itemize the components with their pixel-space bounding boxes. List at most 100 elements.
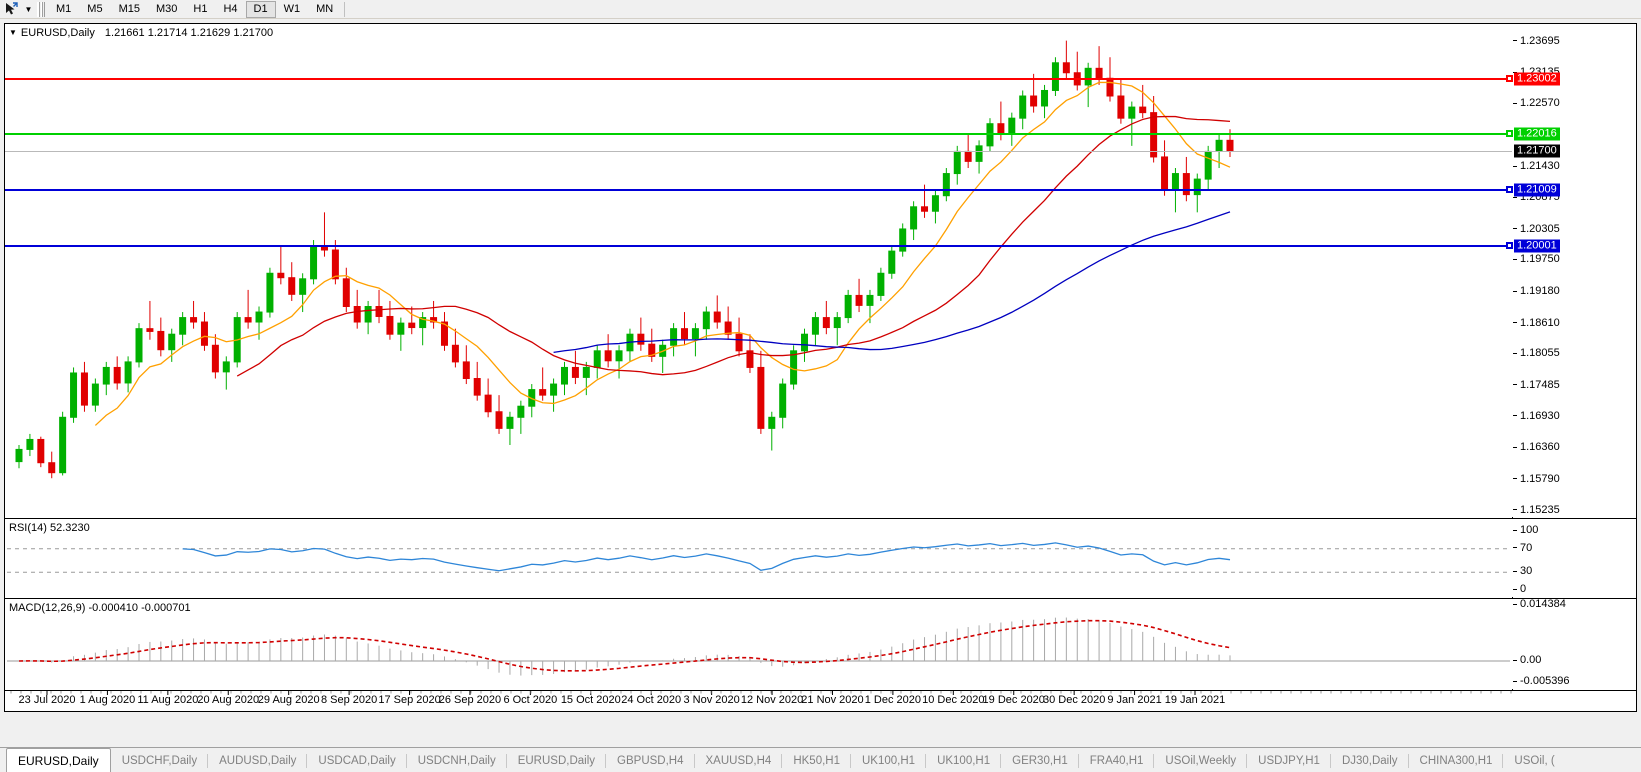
chart-tab[interactable]: CHINA300,H1 <box>1409 750 1504 772</box>
triangle-down-icon[interactable]: ▼ <box>9 28 17 37</box>
timeframe-m30[interactable]: M30 <box>155 3 178 15</box>
tab-divider <box>850 754 851 768</box>
chart-tab-label: USOil, ( <box>1514 755 1555 767</box>
chart-tab[interactable]: UK100,H1 <box>926 750 1002 772</box>
date-label: 19 Jan 2021 <box>1164 694 1226 706</box>
chart-tab[interactable]: USDCNH,Daily <box>407 750 507 772</box>
date-label: 17 Sep 2020 <box>378 694 441 706</box>
chart-tab[interactable]: GBPUSD,H4 <box>606 750 695 772</box>
macd-tick: 0.014384 <box>1513 598 1566 610</box>
date-label: 30 Dec 2020 <box>1042 694 1106 706</box>
price-tick: 1.22570 <box>1513 97 1560 109</box>
blue-level-2-tag: 1.20001 <box>1514 239 1560 253</box>
timeframe-mn[interactable]: MN <box>316 3 334 15</box>
timeframe-h1[interactable]: H1 <box>193 3 208 15</box>
main-toolbar: ▼ M1 M5 M15 M30 H1 H4 D1 W1 MN <box>0 0 1641 19</box>
line-handle[interactable] <box>1506 241 1513 249</box>
chart-tab-label: AUDUSD,Daily <box>219 755 297 767</box>
tab-divider <box>925 754 927 768</box>
date-label: 3 Nov 2020 <box>683 694 740 706</box>
timeframe-m5[interactable]: M5 <box>87 3 103 15</box>
chart-tab-label: FRA40,H1 <box>1089 755 1144 767</box>
chart-window[interactable]: ▼ EURUSD,Daily 1.21661 1.21714 1.21629 1… <box>4 23 1637 712</box>
timeframe-h4[interactable]: H4 <box>223 3 238 15</box>
price-tick: 1.18055 <box>1513 347 1560 359</box>
chart-tab-label: USDCNH,Daily <box>417 755 496 767</box>
chart-tab[interactable]: USDCHF,Daily <box>111 750 209 772</box>
date-label: 12 Nov 2020 <box>740 694 804 706</box>
price-pane[interactable]: ▼ EURUSD,Daily 1.21661 1.21714 1.21629 1… <box>5 24 1636 517</box>
chart-tab[interactable]: DJ30,Daily <box>1331 750 1409 772</box>
chart-tab[interactable]: UK100,H1 <box>851 750 927 772</box>
current-price-tag: 1.21700 <box>1514 144 1560 158</box>
line-handle[interactable] <box>1506 185 1513 193</box>
time-axis <box>5 690 1636 711</box>
date-label: 29 Aug 2020 <box>257 694 320 706</box>
date-label: 21 Nov 2020 <box>801 694 864 706</box>
chart-tab-label: USDCAD,Daily <box>318 755 396 767</box>
chart-tab-bar[interactable]: EURUSD,Daily USDCHF,Daily AUDUSD,Daily USDC… <box>0 747 1641 772</box>
blue-line-1[interactable] <box>5 185 1513 193</box>
chart-tab[interactable]: EURUSD,Daily <box>507 750 607 772</box>
macd-pane[interactable]: MACD(12,26,9) -0.000410 -0.000701 <box>5 598 1636 689</box>
chart-tab[interactable]: USDJPY,H1 <box>1247 750 1331 772</box>
support-line[interactable] <box>5 129 1513 137</box>
price-tick: 1.15235 <box>1513 504 1560 516</box>
tab-divider <box>781 754 783 768</box>
price-tick: 1.18610 <box>1513 317 1560 329</box>
chart-tab[interactable]: XAUUSD,H4 <box>695 750 783 772</box>
price-scale[interactable]: 1.236951.231351.225701.214301.208751.203… <box>1513 24 1636 690</box>
line-handle[interactable] <box>1506 75 1513 83</box>
rsi-tick: 100 <box>1513 524 1538 536</box>
date-label: 20 Aug 2020 <box>197 694 260 706</box>
chart-tab-label: EURUSD,Daily <box>517 755 596 767</box>
price-tick: 1.23695 <box>1513 35 1560 47</box>
price-tick: 1.19750 <box>1513 253 1560 265</box>
chart-tab-active[interactable]: EURUSD,Daily <box>6 748 111 772</box>
rsi-tick: 70 <box>1513 542 1532 554</box>
date-labels: 23 Jul 2020 1 Aug 2020 11 Aug 2020 20 Aug 2… <box>5 694 1512 714</box>
date-label: 1 Dec 2020 <box>864 694 922 706</box>
toolbar-grip[interactable] <box>37 1 45 17</box>
macd-plot <box>7 617 1510 676</box>
tab-divider <box>1077 754 1079 768</box>
tab-divider <box>207 754 209 768</box>
tab-divider <box>1000 754 1002 768</box>
chart-tab[interactable]: GER30,H1 <box>1001 750 1079 772</box>
crosshair-cursor-icon[interactable] <box>0 1 22 18</box>
price-tick: 1.16930 <box>1513 410 1560 422</box>
chart-tab-label: USOil,Weekly <box>1165 755 1237 767</box>
ohlc-values: 1.21661 1.21714 1.21629 1.21700 <box>104 27 274 39</box>
price-plot <box>15 40 1234 479</box>
timeframe-d1[interactable]: D1 <box>245 0 276 18</box>
chart-tab[interactable]: USDCAD,Daily <box>307 750 407 772</box>
chart-tab[interactable]: AUDUSD,Daily <box>208 750 308 772</box>
date-label: 24 Oct 2020 <box>621 694 682 706</box>
timeframe-m1[interactable]: M1 <box>56 3 72 15</box>
chart-tab[interactable]: USOil, ( <box>1503 750 1565 772</box>
timeframe-w1[interactable]: W1 <box>283 3 301 15</box>
chart-tab-label: CHINA300,H1 <box>1419 755 1493 767</box>
price-tick: 1.20305 <box>1513 223 1560 235</box>
resistance-line[interactable] <box>5 75 1513 83</box>
support-level-tag: 1.22016 <box>1514 127 1560 141</box>
chart-tab[interactable]: HK50,H1 <box>782 750 851 772</box>
date-label: 19 Dec 2020 <box>982 694 1045 706</box>
blue-line-2[interactable] <box>5 241 1513 249</box>
chart-tab[interactable]: USOil,Weekly <box>1154 750 1248 772</box>
chart-symbol-header: ▼ EURUSD,Daily 1.21661 1.21714 1.21629 1… <box>9 27 273 39</box>
tab-divider <box>505 754 507 768</box>
line-handle[interactable] <box>1506 129 1513 137</box>
chart-tab-label: XAUUSD,H4 <box>705 755 772 767</box>
date-label: 26 Sep 2020 <box>438 694 502 706</box>
timeframe-m15[interactable]: M15 <box>118 3 140 15</box>
chevron-down-icon[interactable]: ▼ <box>24 4 33 14</box>
time-axis-ticks <box>10 691 1512 695</box>
rsi-pane[interactable]: RSI(14) 52.3230 <box>5 518 1636 597</box>
tab-divider <box>1246 754 1248 768</box>
chart-tab[interactable]: FRA40,H1 <box>1079 750 1155 772</box>
current-price-line <box>5 151 1512 153</box>
date-label: 23 Jul 2020 <box>18 694 76 706</box>
symbol-label: EURUSD,Daily <box>20 27 95 39</box>
rsi-label: RSI(14) 52.3230 <box>9 522 90 534</box>
